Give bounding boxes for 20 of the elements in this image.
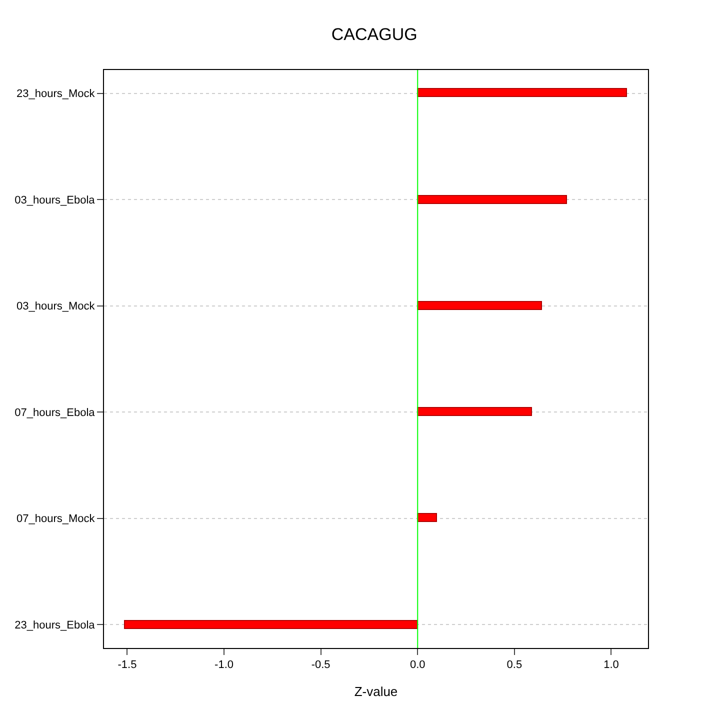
y-tick-label: 07_hours_Ebola [14, 406, 96, 419]
x-tick-label: -0.5 [311, 659, 330, 672]
x-tick-label: -1.5 [118, 659, 137, 672]
bar [417, 407, 532, 416]
bar [417, 513, 437, 522]
x-axis-title: Z-value [354, 684, 398, 699]
bar [417, 301, 542, 310]
bar [124, 620, 418, 629]
chart-title: CACAGUG [331, 24, 418, 44]
y-tick-label: 03_hours_Mock [16, 300, 96, 313]
bar [417, 88, 627, 97]
x-tick-label: 0.0 [410, 659, 426, 672]
x-tick-label: -1.0 [214, 659, 234, 672]
x-tick-label: 1.0 [604, 659, 619, 672]
bar [417, 195, 567, 204]
y-tick-label: 23_hours_Mock [16, 88, 96, 100]
x-tick-label: 0.5 [506, 659, 522, 672]
y-tick-label: 07_hours_Mock [16, 513, 96, 526]
y-tick-label: 03_hours_Ebola [14, 194, 96, 206]
y-tick-label: 23_hours_Ebola [14, 619, 96, 632]
